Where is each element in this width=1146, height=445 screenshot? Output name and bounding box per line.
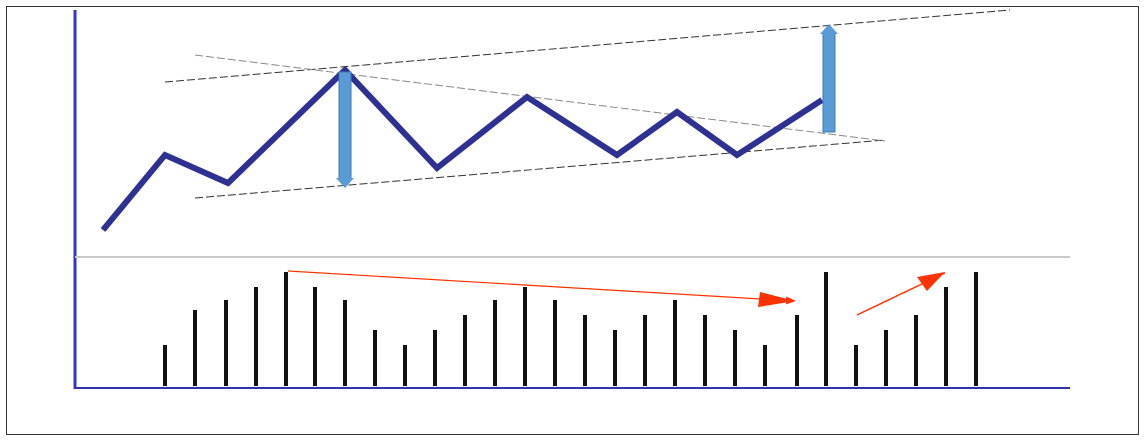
descending-line <box>194 54 886 142</box>
volume-bar <box>523 287 527 386</box>
volume-bar <box>493 300 497 386</box>
volume-bar <box>313 287 317 386</box>
price-line <box>100 65 824 232</box>
measure-arrow-head <box>820 24 838 34</box>
measure-arrow-shaft <box>338 71 352 181</box>
volume-rise-arrowhead <box>917 272 945 291</box>
volume-bar <box>884 330 888 386</box>
volume-bar <box>163 345 167 386</box>
volume-bar <box>733 330 737 386</box>
volume-bar <box>224 300 228 386</box>
frame <box>6 6 1139 435</box>
volume-bar <box>854 345 858 386</box>
volume-bars <box>163 272 978 386</box>
volume-bar <box>703 315 707 386</box>
volume-bar <box>974 272 978 386</box>
volume-bar <box>944 287 948 386</box>
volume-bar <box>193 310 197 386</box>
measure-arrow-shaft <box>822 31 836 133</box>
volume-bar <box>914 315 918 386</box>
volume-bar <box>373 330 377 386</box>
volume-bar <box>254 287 258 386</box>
volume-bar <box>433 330 437 386</box>
volume-bar <box>553 300 557 386</box>
volume-decline-arrow <box>287 270 796 305</box>
volume-bar <box>763 345 767 386</box>
volume-decline-arrowhead <box>758 292 795 307</box>
lower-channel-line <box>194 139 886 199</box>
volume-bar <box>643 315 647 386</box>
volume-bar <box>673 300 677 386</box>
volume-bar <box>403 345 407 386</box>
volume-bar <box>824 272 828 386</box>
volume-bar <box>284 272 288 386</box>
trend-lines <box>164 9 1011 199</box>
upper-channel-line <box>164 9 1011 83</box>
measure-arrows <box>336 24 838 188</box>
volume-bar <box>583 315 587 386</box>
volume-bar <box>343 300 347 386</box>
volume-bar <box>463 315 467 386</box>
volume-bar <box>795 315 799 386</box>
volume-bar <box>613 330 617 386</box>
measure-arrow-head <box>336 178 354 188</box>
